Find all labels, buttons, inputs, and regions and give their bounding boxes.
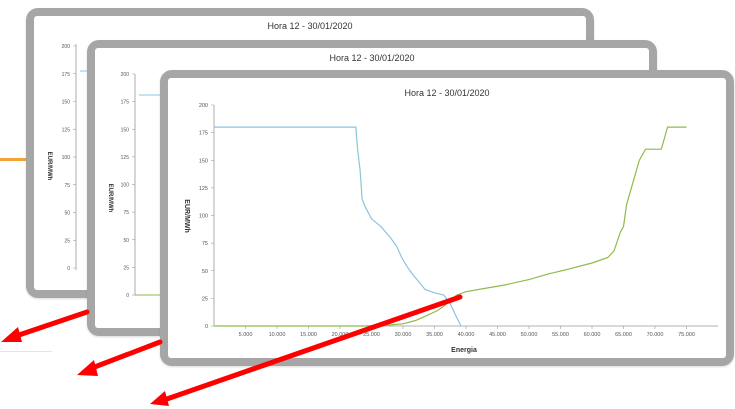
orange-accent-line bbox=[0, 158, 46, 161]
y-tick-label: 25 bbox=[202, 296, 208, 302]
y-tick-label: 175 bbox=[121, 100, 130, 106]
y-tick-label: 150 bbox=[121, 127, 130, 133]
y-tick-label: 50 bbox=[202, 269, 208, 275]
y-tick-label: 125 bbox=[62, 127, 71, 133]
back-chart-2-plot: 200 175 150 125 100 75 50 25 0 EUR/MWh bbox=[107, 72, 175, 299]
chart-title: Hora 12 - 30/01/2020 bbox=[267, 21, 353, 31]
y-tick-label: 100 bbox=[62, 155, 71, 161]
y-tick-label: 125 bbox=[199, 186, 208, 192]
demand-curve bbox=[214, 126, 462, 327]
red-arrow-3-head bbox=[150, 391, 169, 406]
x-tick-label: 25.000 bbox=[363, 332, 380, 338]
y-tick-label: 75 bbox=[202, 241, 208, 247]
back-chart-1-plot: 200 175 150 125 100 75 50 25 0 EUR/MWh bbox=[46, 44, 94, 272]
x-tick-label: 60.000 bbox=[584, 332, 601, 338]
chart-panel: Hora 12 - 30/01/2020 0 25 50 75 100 125 150 175… bbox=[168, 78, 726, 358]
supply-curve bbox=[214, 126, 687, 327]
y-tick-label: 175 bbox=[199, 131, 208, 137]
y-tick-label: 50 bbox=[64, 211, 70, 217]
y-tick-label: 125 bbox=[121, 155, 130, 161]
y-tick-label: 25 bbox=[123, 265, 129, 271]
y-ticks: 200 175 150 125 100 75 50 25 0 bbox=[121, 72, 135, 299]
chart-frame-front: Hora 12 - 30/01/2020 0 25 50 75 100 125 150 175… bbox=[160, 70, 734, 366]
x-tick-label: 20.000 bbox=[332, 332, 349, 338]
chart-title: Hora 12 - 30/01/2020 bbox=[404, 88, 490, 98]
x-tick-label: 55.000 bbox=[552, 332, 569, 338]
y-tick-label: 200 bbox=[199, 103, 208, 109]
y-tick-label: 75 bbox=[64, 183, 70, 189]
y-tick-label: 0 bbox=[67, 266, 70, 272]
x-tick-label: 40.000 bbox=[458, 332, 475, 338]
red-arrow-2-head bbox=[77, 360, 98, 376]
y-axis-label: EUR/MWh bbox=[183, 199, 190, 232]
y-tick-label: 200 bbox=[121, 72, 130, 78]
y-tick-label: 150 bbox=[199, 158, 208, 164]
red-arrow-2-shaft bbox=[89, 339, 163, 371]
y-axis-label: EUR/MWh bbox=[107, 184, 113, 213]
supply-demand-chart: 0 25 50 75 100 125 150 175 200 5.000 10.000 15.000… bbox=[183, 103, 718, 354]
x-tick-label: 5.000 bbox=[239, 332, 253, 338]
x-tick-label: 30.000 bbox=[395, 332, 412, 338]
x-tick-label: 10.000 bbox=[269, 332, 286, 338]
y-ticks: 200 175 150 125 100 75 50 25 0 bbox=[62, 44, 76, 272]
x-tick-label: 65.000 bbox=[615, 332, 632, 338]
x-tick-label: 45.000 bbox=[489, 332, 506, 338]
x-tick-label: 35.000 bbox=[426, 332, 443, 338]
y-tick-label: 100 bbox=[199, 214, 208, 220]
y-tick-label: 25 bbox=[64, 238, 70, 244]
red-arrow-1-head bbox=[1, 327, 22, 342]
y-tick-label: 100 bbox=[121, 183, 130, 189]
divider-line bbox=[0, 351, 52, 352]
y-tick-label: 150 bbox=[62, 100, 71, 106]
x-tick-label: 15.000 bbox=[300, 332, 317, 338]
y-tick-label: 0 bbox=[126, 293, 129, 299]
x-axis-label: Energia bbox=[451, 347, 477, 354]
y-tick-label: 200 bbox=[62, 44, 71, 50]
x-tick-label: 70.000 bbox=[647, 332, 664, 338]
y-tick-label: 75 bbox=[123, 210, 129, 216]
x-tick-label: 50.000 bbox=[521, 332, 538, 338]
y-axis-label: EUR/MWh bbox=[46, 152, 52, 181]
y-tick-label: 0 bbox=[205, 324, 208, 330]
chart-title: Hora 12 - 30/01/2020 bbox=[329, 53, 415, 63]
x-tick-label: 75.000 bbox=[678, 332, 695, 338]
red-arrow-1-shaft bbox=[13, 309, 90, 339]
y-tick-label: 50 bbox=[123, 238, 129, 244]
y-tick-label: 175 bbox=[62, 72, 71, 78]
